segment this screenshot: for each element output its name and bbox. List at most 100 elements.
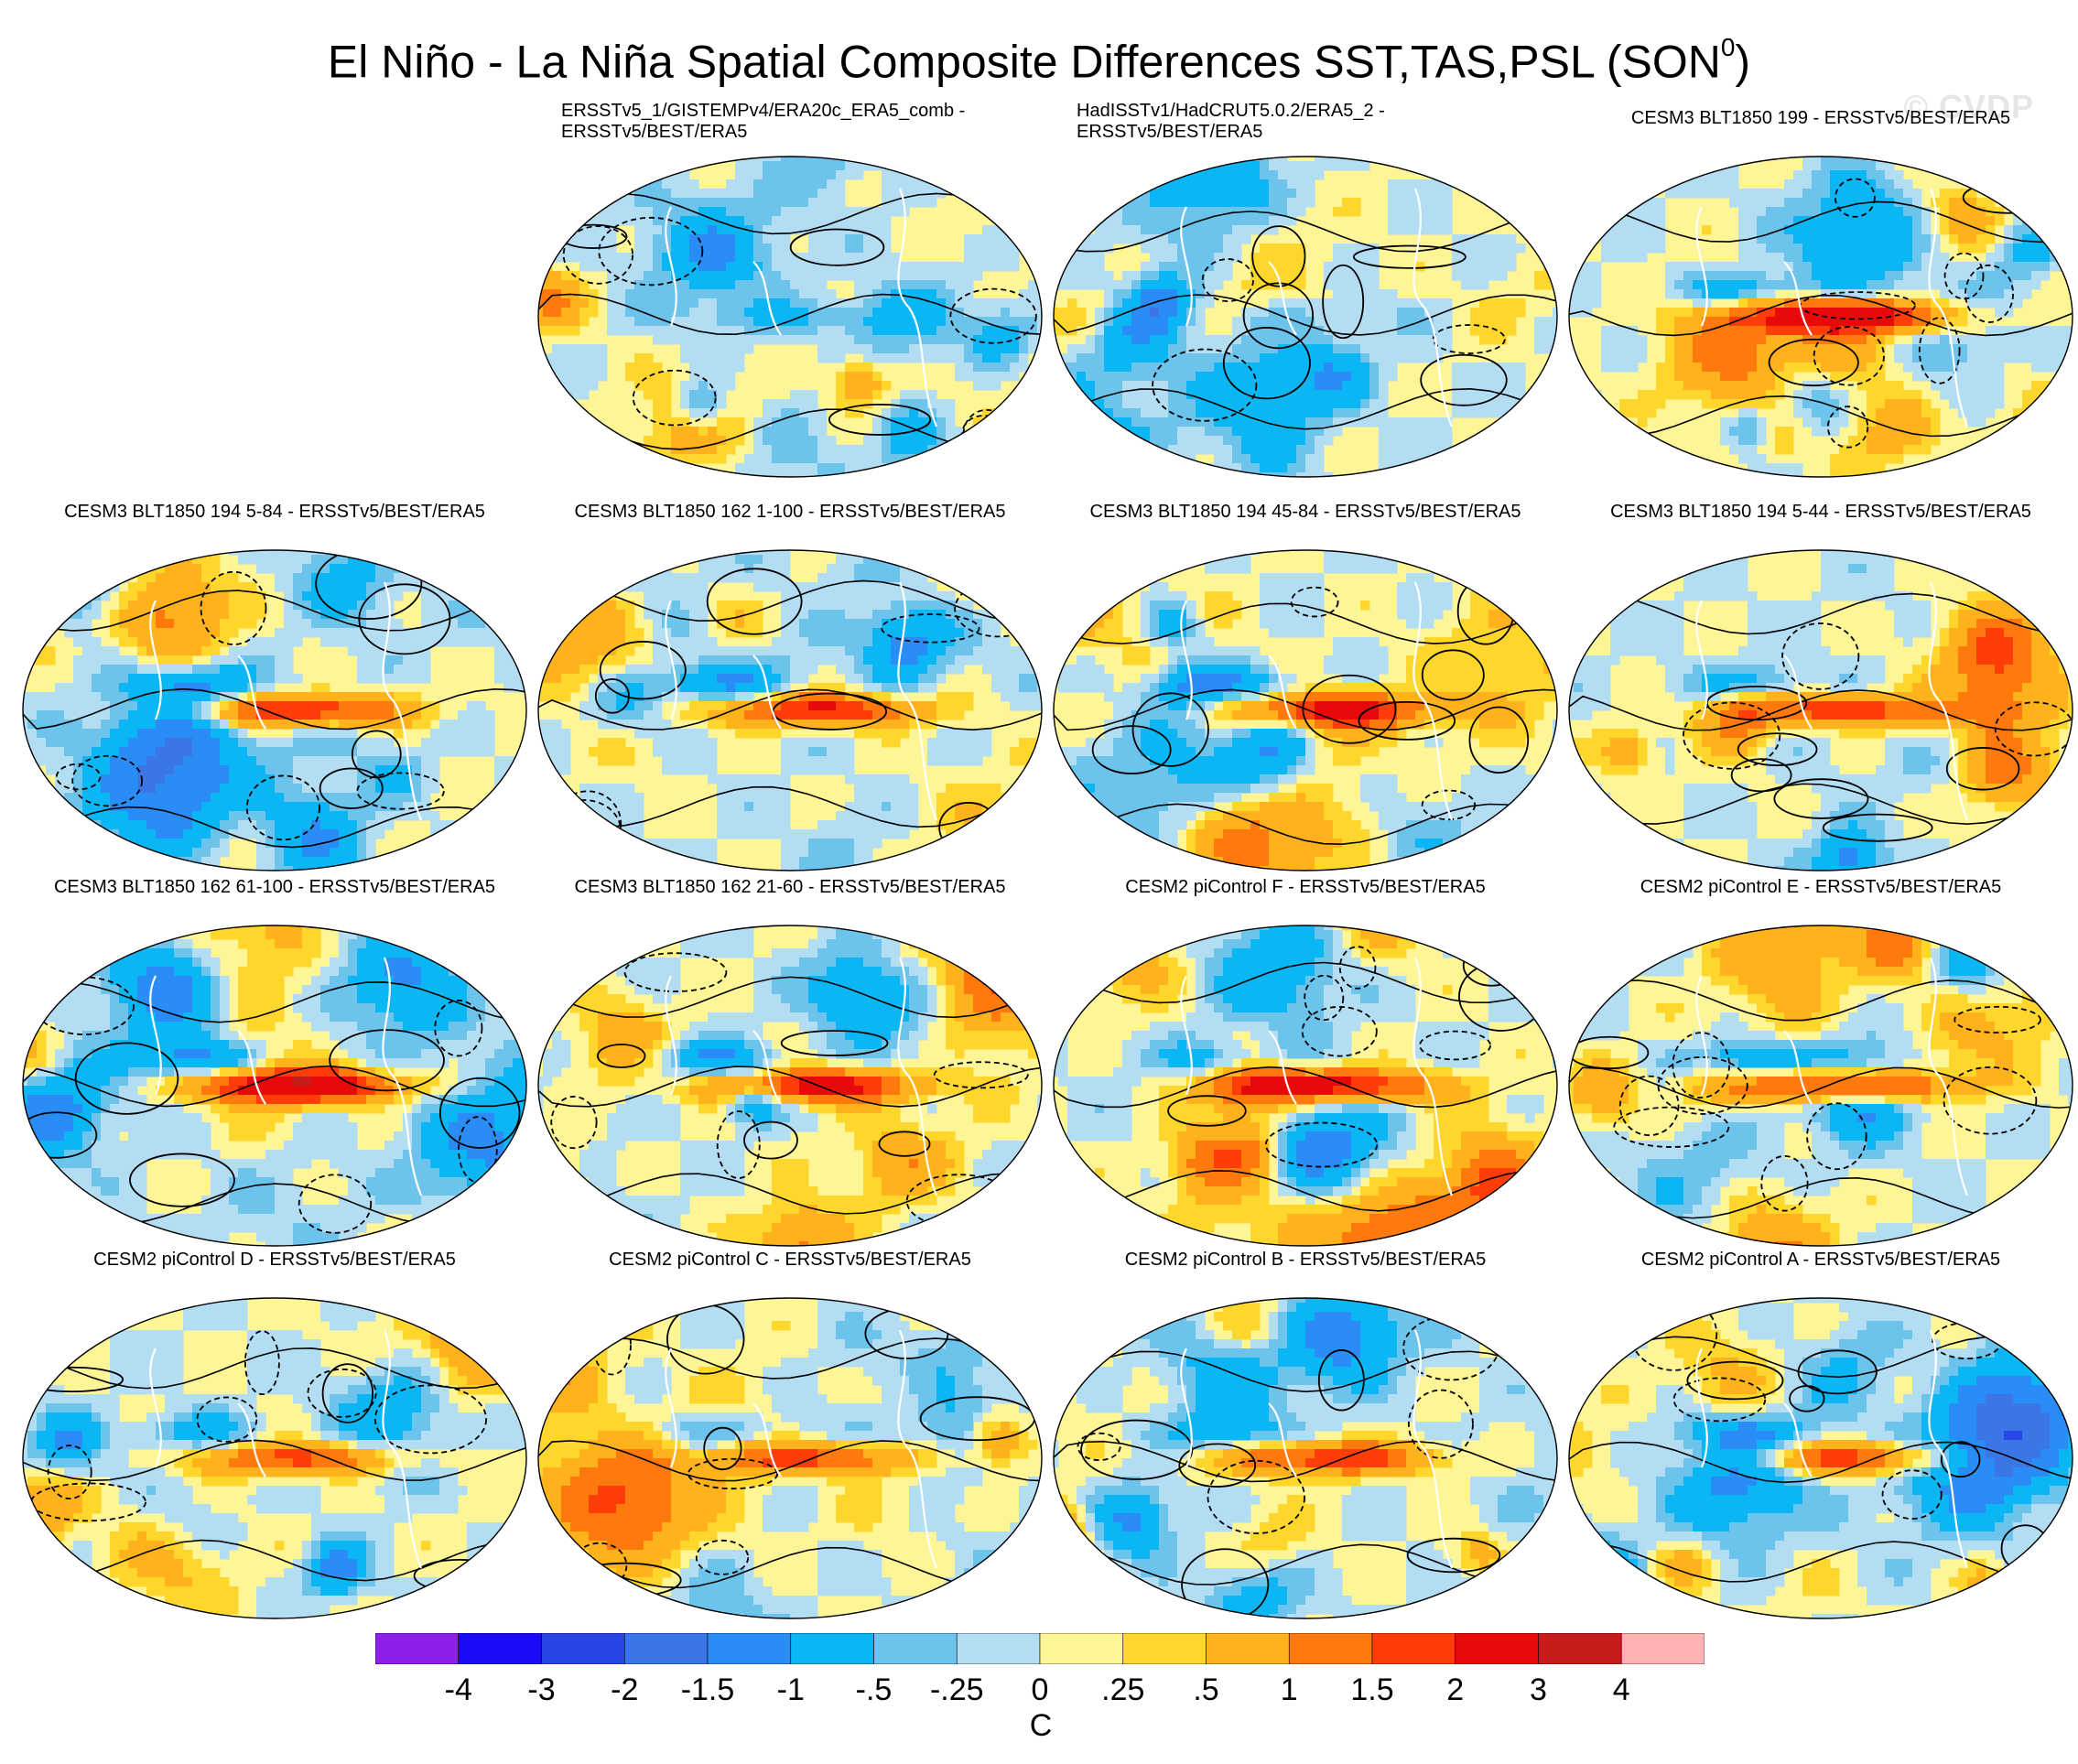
field-cell bbox=[570, 308, 580, 318]
field-cell bbox=[1269, 399, 1279, 409]
field-cell bbox=[284, 573, 294, 583]
field-cell bbox=[1748, 408, 1758, 418]
field-cell bbox=[220, 582, 230, 592]
field-cell bbox=[1241, 372, 1251, 382]
field-cell bbox=[1434, 454, 1444, 464]
field-cell bbox=[330, 591, 340, 601]
field-cell bbox=[1610, 344, 1620, 354]
field-cell bbox=[247, 655, 257, 666]
field-cell bbox=[522, 555, 526, 565]
field-cell bbox=[1186, 198, 1196, 208]
field-cell bbox=[1351, 353, 1361, 363]
field-cell bbox=[375, 655, 385, 666]
field-cell bbox=[293, 610, 303, 620]
field-cell bbox=[717, 472, 727, 477]
field-cell bbox=[1885, 308, 1895, 318]
field-cell bbox=[247, 550, 257, 556]
field-cell bbox=[1610, 472, 1620, 477]
field-cell bbox=[1986, 472, 1996, 477]
field-cell bbox=[1086, 381, 1096, 391]
field-cell bbox=[1986, 225, 1996, 235]
field-cell bbox=[1131, 445, 1142, 455]
field-cell bbox=[1802, 161, 1813, 171]
field-cell bbox=[1940, 157, 1950, 162]
field-cell bbox=[1397, 308, 1407, 318]
field-cell bbox=[1150, 262, 1160, 272]
field-cell bbox=[1369, 280, 1380, 290]
field-cell bbox=[1159, 326, 1169, 336]
field-cell bbox=[936, 344, 947, 354]
field-cell bbox=[165, 674, 175, 684]
field-cell bbox=[1839, 298, 1849, 308]
field-cell bbox=[1812, 271, 1822, 281]
field-cell bbox=[781, 335, 791, 345]
field-cell bbox=[827, 161, 837, 171]
field-cell bbox=[320, 619, 330, 629]
field-cell bbox=[1867, 243, 1877, 254]
field-cell bbox=[1479, 170, 1489, 180]
field-cell bbox=[1250, 399, 1261, 409]
field-cell bbox=[1159, 225, 1169, 235]
field-cell bbox=[579, 262, 590, 272]
field-cell bbox=[412, 564, 422, 574]
field-cell bbox=[1488, 363, 1499, 373]
field-cell bbox=[1351, 317, 1361, 327]
field-cell bbox=[1583, 289, 1593, 299]
field-cell bbox=[680, 344, 690, 354]
field-cell bbox=[763, 179, 773, 189]
field-cell bbox=[55, 582, 65, 592]
field-cell bbox=[1122, 326, 1132, 336]
field-cell bbox=[1369, 335, 1380, 345]
field-cell bbox=[1223, 454, 1233, 464]
field-cell bbox=[900, 271, 910, 281]
field-cell bbox=[1141, 363, 1151, 373]
field-cell bbox=[763, 216, 773, 226]
field-cell bbox=[1995, 253, 2005, 263]
field-cell bbox=[1250, 326, 1261, 336]
field-cell bbox=[1867, 298, 1877, 308]
field-cell bbox=[2050, 399, 2060, 409]
field-cell bbox=[1205, 207, 1215, 217]
field-cell bbox=[357, 582, 367, 592]
field-cell bbox=[494, 674, 504, 684]
field-cell bbox=[1360, 308, 1370, 318]
field-cell bbox=[1601, 353, 1611, 363]
field-cell bbox=[82, 582, 92, 592]
field-cell bbox=[1940, 198, 1950, 208]
field-cell bbox=[1995, 161, 2005, 171]
field-cell bbox=[229, 628, 239, 638]
field-cell bbox=[1324, 298, 1334, 308]
field-cell bbox=[1857, 170, 1867, 180]
field-cell bbox=[1177, 308, 1187, 318]
field-cell bbox=[1232, 157, 1242, 162]
field-cell bbox=[1086, 372, 1096, 382]
field-cell bbox=[1784, 308, 1794, 318]
field-cell bbox=[1766, 344, 1776, 354]
field-cell bbox=[174, 619, 184, 629]
field-cell bbox=[991, 234, 1001, 244]
field-cell bbox=[403, 665, 413, 675]
field-cell bbox=[1406, 308, 1416, 318]
field-cell bbox=[680, 326, 690, 336]
field-cell bbox=[128, 582, 138, 592]
field-cell bbox=[872, 317, 882, 327]
field-cell bbox=[1775, 216, 1785, 226]
field-cell bbox=[1949, 207, 1959, 217]
field-cell bbox=[1976, 216, 1986, 226]
field-cell bbox=[1857, 326, 1867, 336]
field-cell bbox=[1757, 436, 1767, 446]
psl-contour bbox=[1152, 348, 1258, 422]
field-cell bbox=[1305, 170, 1315, 180]
field-cell bbox=[1638, 417, 1648, 427]
field-cell bbox=[964, 234, 974, 244]
field-cell bbox=[781, 225, 791, 235]
field-cell bbox=[1067, 454, 1077, 464]
field-cell bbox=[1406, 216, 1416, 226]
field-cell bbox=[146, 665, 157, 675]
field-cell bbox=[1141, 399, 1151, 409]
field-cell bbox=[1839, 353, 1849, 363]
field-cell bbox=[394, 550, 404, 556]
field-cell bbox=[275, 637, 285, 647]
field-cell bbox=[598, 225, 608, 235]
field-cell bbox=[1683, 170, 1694, 180]
